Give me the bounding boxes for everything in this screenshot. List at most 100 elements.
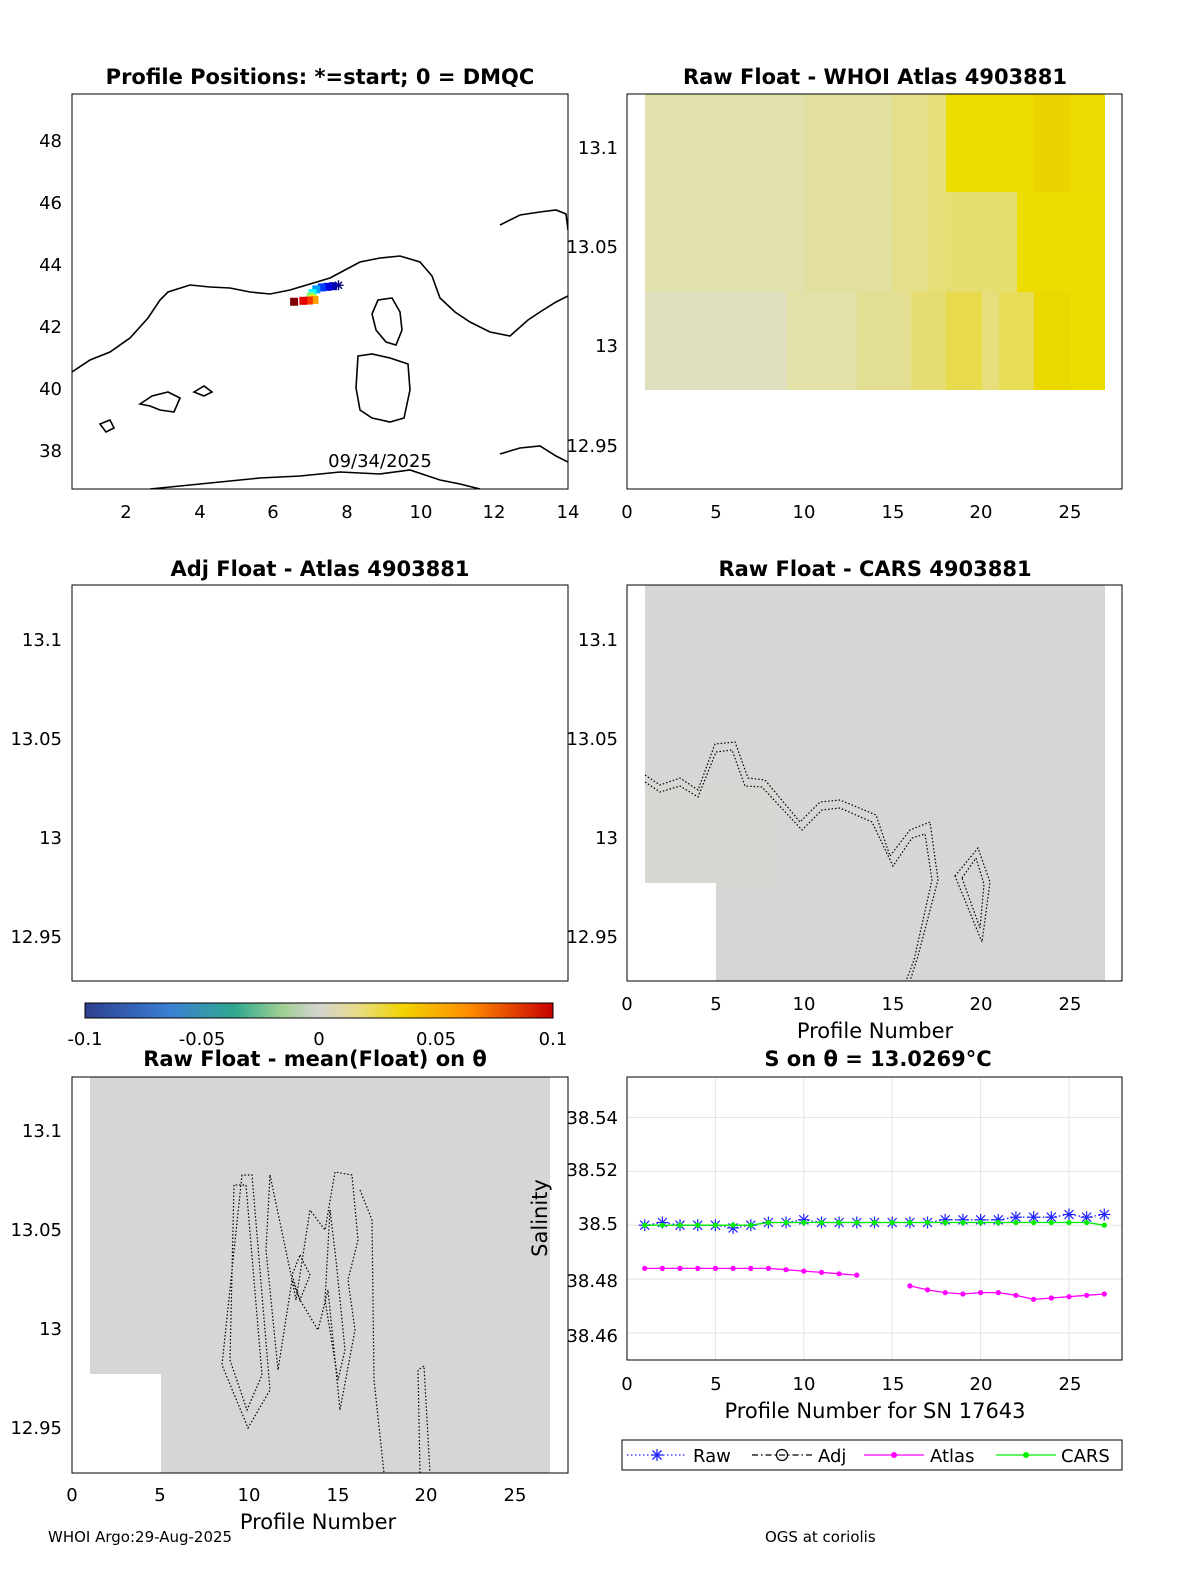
map-y-tick: 38: [39, 441, 62, 462]
mean-y-tick: 13.1: [22, 1121, 62, 1142]
colorbar: -0.1 -0.05 0 0.05 0.1: [67, 1002, 567, 1050]
data-point: [854, 1219, 860, 1226]
data-point: [695, 1265, 701, 1271]
salinity-x-tick: 15: [882, 1374, 905, 1395]
data-point: [1066, 1294, 1072, 1300]
heatmap-cell: [645, 785, 770, 883]
whoi-x-tick: 20: [970, 502, 993, 523]
map-point: [304, 296, 313, 305]
cars-y-tick: 13.1: [578, 630, 618, 651]
heatmap-cell: [1070, 292, 1105, 390]
data-point: [907, 1283, 913, 1289]
colorbar-tick: 0: [313, 1029, 324, 1050]
cars-axes: [626, 584, 1123, 982]
mean-x-ticks: 0 5 10 15 20 25: [66, 1485, 526, 1506]
data-point: [924, 1219, 931, 1226]
whoi-x-tick: 10: [793, 502, 816, 523]
heatmap-cell: [946, 292, 982, 390]
data-point: [889, 1219, 895, 1226]
cars-y-ticks: 13.1 13.05 13 12.95: [566, 630, 618, 948]
cars-heatmap-cells: [645, 585, 1105, 981]
heatmap-cell: [1034, 292, 1070, 390]
colorbar-tick: -0.05: [179, 1029, 226, 1050]
dot-marker-icon: [1023, 1452, 1029, 1458]
heatmap-cell: [805, 94, 893, 292]
mean-axes: [71, 1076, 569, 1474]
map-point: [328, 282, 337, 291]
map-x-ticks: 2 4 6 8 10 12 14: [120, 502, 579, 523]
data-point: [995, 1219, 1001, 1226]
legend-label: Atlas: [930, 1446, 974, 1467]
data-point: [659, 1222, 666, 1228]
map-x-tick: 14: [557, 502, 580, 523]
salinity-y-tick: 38.46: [566, 1326, 618, 1347]
heatmap-cell: [645, 292, 787, 390]
heatmap-cell: [946, 94, 1034, 192]
mean-y-tick: 13.05: [10, 1220, 62, 1241]
legend-item-cars: CARS: [996, 1446, 1110, 1467]
data-point: [1101, 1222, 1107, 1228]
data-point: [748, 1222, 754, 1228]
map-x-tick: 10: [410, 502, 433, 523]
footer-right: OGS at coriolis: [765, 1528, 876, 1546]
data-point: [1013, 1219, 1019, 1226]
salinity-x-tick: 0: [621, 1374, 632, 1395]
salinity-x-tick: 20: [970, 1374, 993, 1395]
adj-y-tick: 13.1: [22, 630, 62, 651]
data-point: [801, 1219, 807, 1226]
data-point: [907, 1219, 913, 1226]
adj-y-tick: 13.05: [10, 729, 62, 750]
whoi-y-tick: 13: [595, 336, 618, 357]
map-point: [310, 295, 319, 304]
map-point: [323, 282, 332, 291]
salinity-legend: Raw Adj Atlas CARS: [621, 1439, 1123, 1471]
data-point: [1031, 1219, 1037, 1226]
heatmap-cell: [946, 192, 1017, 292]
data-point: [1101, 1291, 1107, 1297]
mean-panel: Raw Float - mean(Float) on θ 0 5 10 15 2…: [10, 1047, 569, 1534]
mean-heatmap-cells: [90, 1077, 550, 1473]
map-point: [299, 296, 308, 305]
data-point: [960, 1219, 966, 1226]
mean-x-tick: 0: [66, 1485, 77, 1506]
map-y-ticks: 38 40 42 44 46 48: [39, 131, 62, 462]
asterisk-marker-icon: [651, 1449, 663, 1461]
cars-y-tick: 13.05: [566, 729, 618, 750]
circle-marker-icon: [775, 1448, 789, 1462]
adj-panel: Adj Float - Atlas 4903881 13.1 13.05 13 …: [10, 557, 569, 982]
heatmap-cell: [893, 94, 928, 292]
cars-y-tick: 13: [595, 828, 618, 849]
legend-item-raw: Raw: [627, 1446, 731, 1467]
series-line: [644, 1267, 1105, 1301]
heatmap-cell: [911, 292, 946, 390]
map-y-tick: 44: [39, 255, 62, 276]
map-x-tick: 4: [194, 502, 205, 523]
cars-panel: Raw Float - CARS 4903881 0 5 10 15 20 25…: [566, 557, 1123, 1043]
mean-y-tick: 13: [39, 1319, 62, 1340]
whoi-x-tick: 5: [710, 502, 721, 523]
legend-label: Raw: [693, 1446, 731, 1467]
heatmap-cell: [982, 292, 999, 390]
mean-y-ticks: 13.1 13.05 13 12.95: [10, 1121, 62, 1439]
salinity-y-tick: 38.5: [578, 1214, 618, 1235]
salinity-y-ticks: 38.54 38.52 38.5 38.48 38.46: [566, 1108, 618, 1347]
mean-x-label: Profile Number: [240, 1510, 397, 1534]
legend-label: Adj: [818, 1446, 846, 1467]
legend-item-atlas: Atlas: [864, 1446, 974, 1467]
data-point: [765, 1219, 772, 1226]
data-point: [783, 1219, 789, 1226]
cars-x-tick: 5: [710, 994, 721, 1015]
mean-x-tick: 20: [415, 1485, 438, 1506]
heatmap-cell: [787, 292, 857, 390]
heatmap-cell: [1034, 94, 1070, 192]
whoi-y-tick: 12.95: [566, 436, 618, 457]
mean-x-tick: 15: [327, 1485, 350, 1506]
map-point: [290, 297, 299, 306]
data-point: [1013, 1292, 1019, 1298]
heatmap-cell: [645, 585, 1105, 981]
coastline: [72, 209, 568, 489]
cars-x-tick: 20: [970, 994, 993, 1015]
dot-marker-icon: [891, 1452, 897, 1458]
cars-y-tick: 12.95: [566, 927, 618, 948]
